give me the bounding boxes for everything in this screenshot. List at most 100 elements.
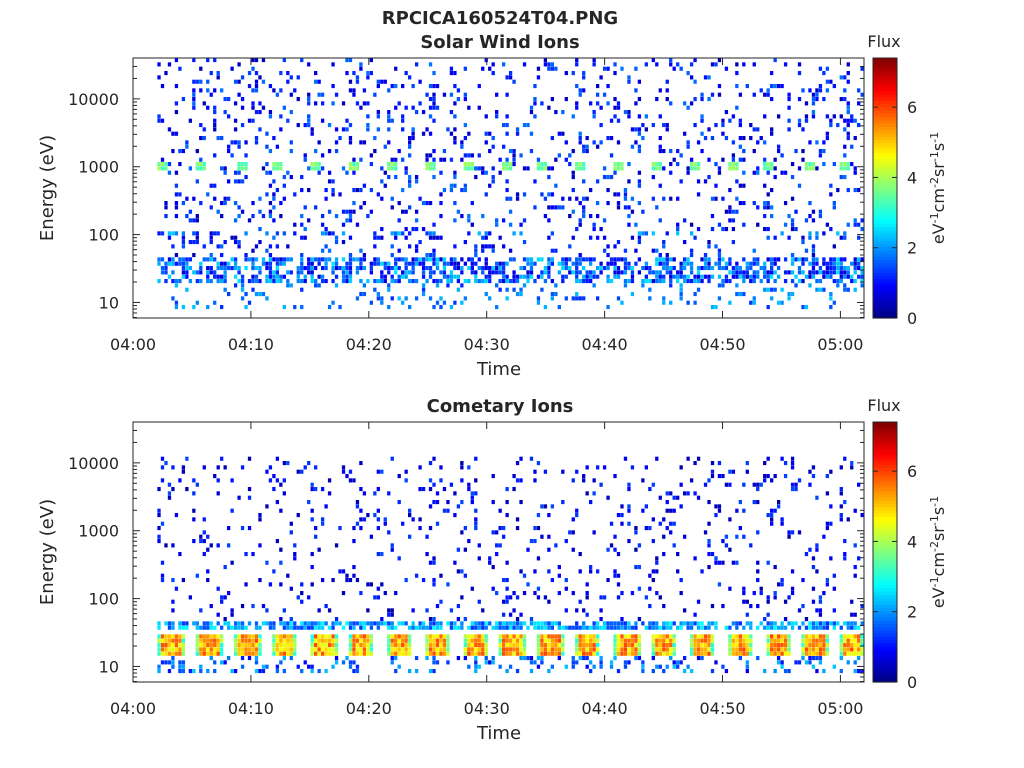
flux-cell xyxy=(770,651,774,656)
flux-cell xyxy=(773,651,777,656)
flux-cell xyxy=(738,656,742,661)
flux-cell xyxy=(571,660,575,665)
flux-cell xyxy=(853,508,857,513)
flux-cell xyxy=(731,140,736,145)
flux-cell xyxy=(240,634,245,639)
flux-cell xyxy=(320,257,325,262)
flux-cell xyxy=(773,257,777,262)
flux-cell xyxy=(307,625,311,630)
flux-cell xyxy=(397,664,401,669)
flux-cell xyxy=(383,591,387,596)
flux-cell xyxy=(595,643,600,648)
flux-cell xyxy=(696,192,701,197)
flux-cell xyxy=(300,270,304,275)
colorbar-segment xyxy=(873,175,897,179)
flux-cell xyxy=(773,638,777,643)
flux-cell xyxy=(749,651,753,656)
flux-cell xyxy=(585,656,589,661)
flux-cell xyxy=(825,625,830,630)
flux-cell xyxy=(160,647,165,652)
flux-cell xyxy=(554,647,558,652)
flux-cell xyxy=(258,638,262,643)
flux-cell xyxy=(421,283,426,288)
x-tick-label: 04:40 xyxy=(582,699,628,718)
flux-cell xyxy=(665,123,669,128)
flux-cell xyxy=(564,274,568,279)
flux-cell xyxy=(707,643,711,648)
flux-cell xyxy=(665,231,669,236)
flux-cell xyxy=(508,651,513,656)
flux-cell xyxy=(651,625,655,630)
flux-cell xyxy=(829,270,833,275)
flux-cell xyxy=(536,634,541,639)
flux-cell xyxy=(669,62,673,67)
flux-cell xyxy=(575,266,579,271)
flux-cell xyxy=(547,513,551,518)
flux-cell xyxy=(731,651,736,656)
flux-cell xyxy=(752,482,756,487)
y-axis-label: Energy (eV) xyxy=(37,499,58,605)
flux-cell xyxy=(860,638,864,643)
flux-cell xyxy=(630,465,635,470)
flux-cell xyxy=(289,617,293,622)
flux-cell xyxy=(822,270,826,275)
flux-cell xyxy=(756,578,760,583)
flux-cell xyxy=(498,235,502,240)
flux-cell xyxy=(327,651,332,656)
flux-cell xyxy=(401,188,405,193)
flux-cell xyxy=(209,231,213,236)
flux-cell xyxy=(825,274,830,279)
flux-cell xyxy=(268,478,273,483)
flux-cell xyxy=(279,638,283,643)
x-tick-label: 04:50 xyxy=(699,335,745,354)
flux-cell xyxy=(167,669,172,674)
flux-cell xyxy=(303,235,307,240)
colorbar-segment xyxy=(873,253,897,257)
flux-cell xyxy=(195,240,199,245)
flux-cell xyxy=(324,196,328,201)
flux-cell xyxy=(220,647,224,652)
flux-cell xyxy=(505,114,509,119)
flux-cell xyxy=(522,218,527,223)
flux-cell xyxy=(672,660,676,665)
flux-cell xyxy=(669,170,673,175)
flux-cell xyxy=(275,266,280,271)
flux-cell xyxy=(735,292,739,297)
flux-cell xyxy=(498,508,502,513)
flux-cell xyxy=(731,634,736,639)
flux-cell xyxy=(237,643,241,648)
flux-cell xyxy=(498,266,502,271)
flux-cell xyxy=(599,227,603,232)
flux-cell xyxy=(282,478,286,483)
flux-cell xyxy=(446,643,450,648)
flux-cell xyxy=(731,469,736,474)
flux-cell xyxy=(387,608,391,613)
flux-cell xyxy=(843,651,847,656)
flux-cell xyxy=(655,556,659,561)
flux-cell xyxy=(529,617,534,622)
flux-cell xyxy=(829,118,833,123)
x-axis-label: Time xyxy=(476,359,521,380)
flux-cell xyxy=(157,231,161,236)
flux-cell xyxy=(547,266,551,271)
flux-cell xyxy=(742,279,746,284)
colorbar-segment xyxy=(873,444,897,449)
flux-cell xyxy=(582,478,586,483)
flux-cell xyxy=(637,543,642,548)
flux-cell xyxy=(376,595,380,600)
flux-cell xyxy=(801,127,805,132)
flux-cell xyxy=(790,261,795,266)
flux-cell xyxy=(300,261,304,266)
flux-cell xyxy=(693,58,697,63)
flux-cell xyxy=(244,153,248,158)
flux-cell xyxy=(310,517,314,522)
flux-cell xyxy=(637,179,642,184)
flux-cell xyxy=(582,634,586,639)
flux-cell xyxy=(787,214,791,219)
flux-cell xyxy=(693,97,697,102)
flux-cell xyxy=(763,478,767,483)
flux-cell xyxy=(174,131,179,136)
flux-cell xyxy=(815,88,819,93)
flux-cell xyxy=(369,71,374,76)
flux-cell xyxy=(428,560,433,565)
